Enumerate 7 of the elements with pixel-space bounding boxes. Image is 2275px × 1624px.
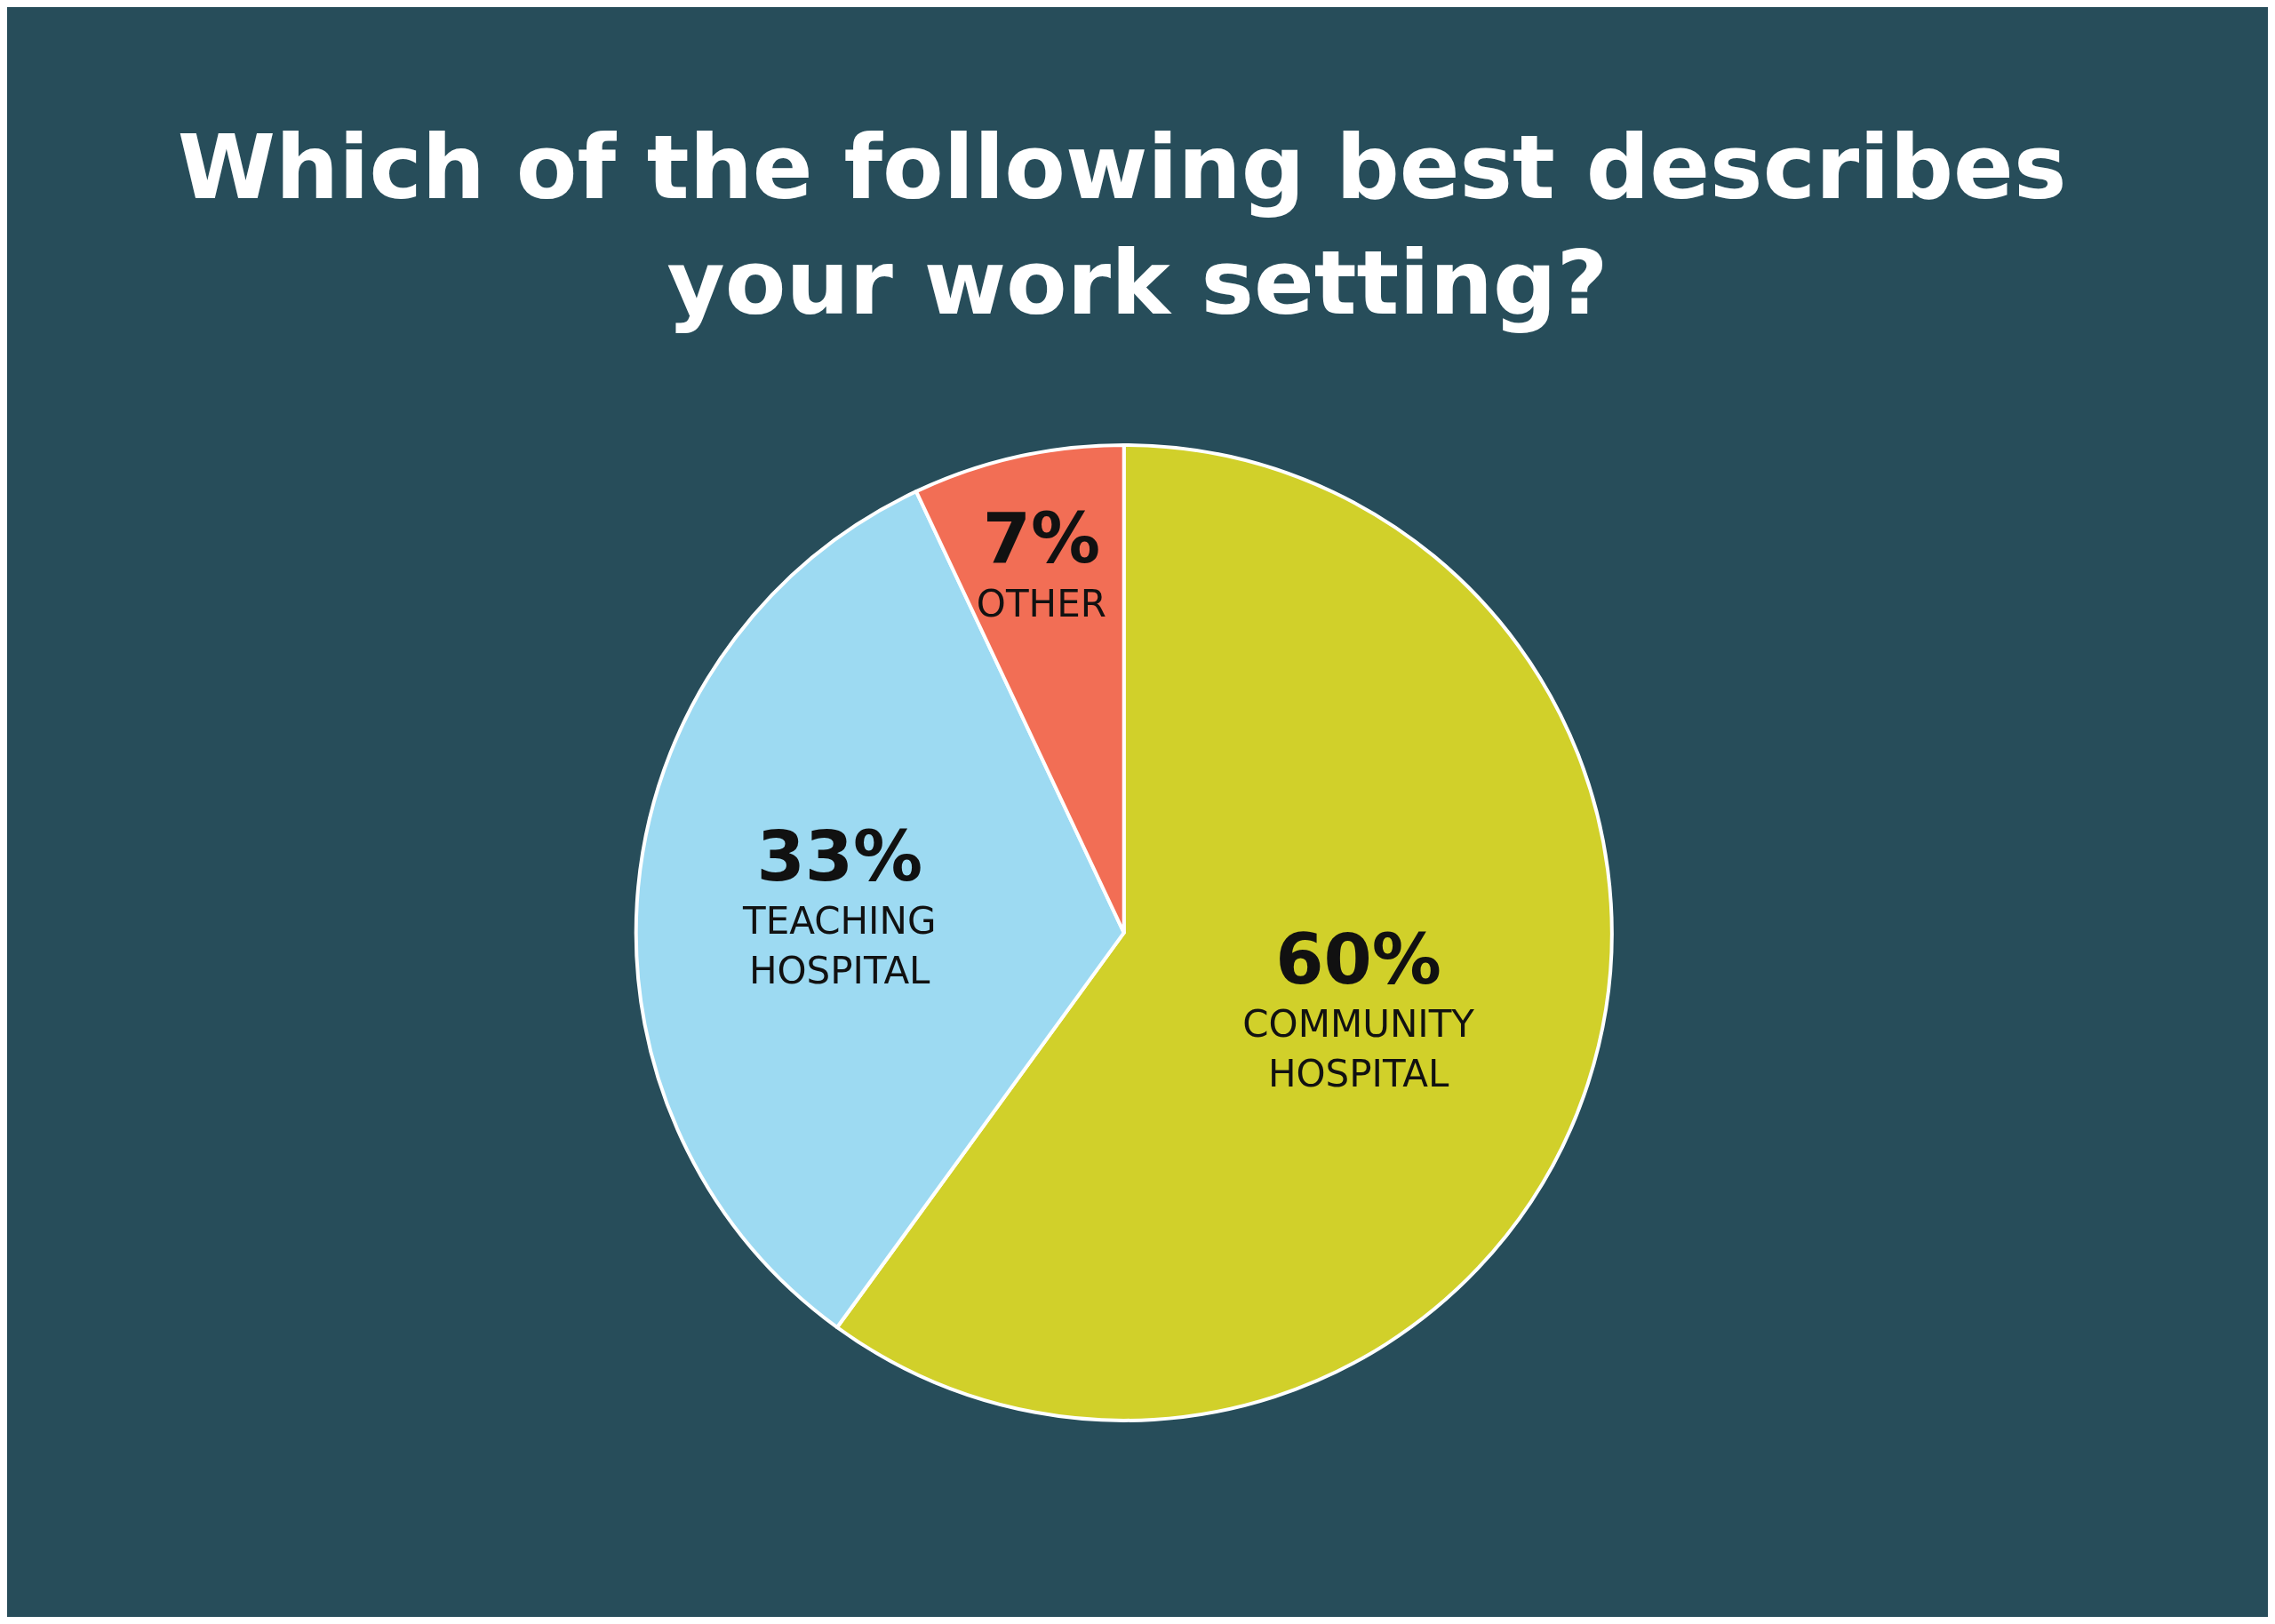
chart-title: Which of the following best describes your work setting? xyxy=(177,115,2098,335)
data-label: 60% xyxy=(1275,919,1442,999)
slice-label: TEACHING HOSPITAL xyxy=(742,899,937,993)
data-label: 7% xyxy=(982,498,1101,579)
slice-label: OTHER xyxy=(976,581,1106,625)
slice-label: COMMUNITY HOSPITAL xyxy=(1242,1002,1475,1096)
data-label: 33% xyxy=(756,816,923,896)
